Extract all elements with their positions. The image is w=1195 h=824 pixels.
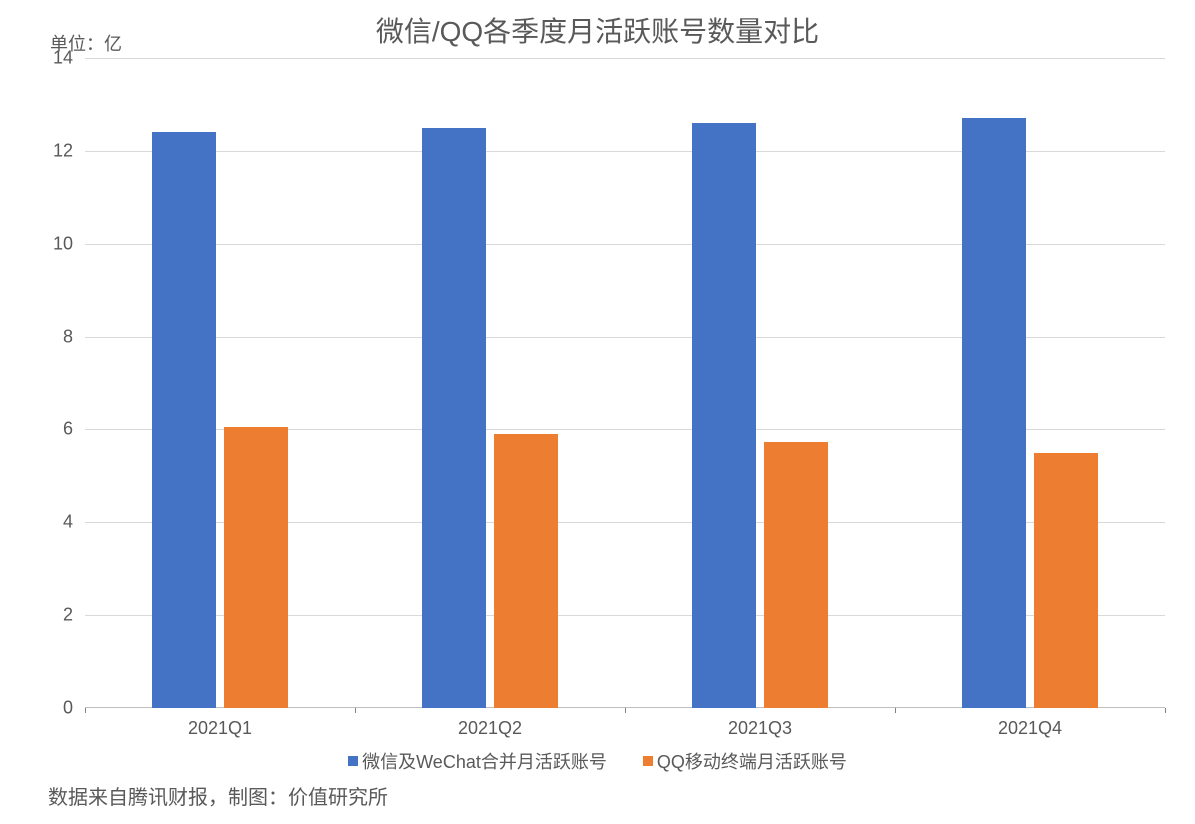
y-tick-label: 0: [63, 698, 73, 719]
x-tick: [895, 708, 896, 713]
bar-series-1: [494, 434, 558, 708]
chart-title: 微信/QQ各季度月活跃账号数量对比: [0, 10, 1195, 50]
legend-label: QQ移动终端月活跃账号: [657, 752, 847, 772]
x-tick: [85, 708, 86, 713]
legend-item: QQ移动终端月活跃账号: [643, 748, 847, 774]
y-tick-label: 12: [53, 140, 73, 161]
y-tick-label: 6: [63, 419, 73, 440]
gridline: [85, 58, 1165, 59]
footer-source-note: 数据来自腾讯财报，制图：价值研究所: [48, 781, 388, 810]
x-tick-label: 2021Q1: [188, 718, 252, 739]
legend-item: 微信及WeChat合并月活跃账号: [348, 748, 607, 774]
x-tick: [1165, 708, 1166, 713]
bar-series-0: [422, 128, 486, 708]
x-tick-label: 2021Q2: [458, 718, 522, 739]
y-tick-label: 8: [63, 326, 73, 347]
bar-series-0: [692, 123, 756, 708]
legend-swatch: [643, 756, 653, 766]
bar-series-1: [1034, 453, 1098, 708]
x-tick-label: 2021Q4: [998, 718, 1062, 739]
y-tick-label: 2: [63, 605, 73, 626]
x-tick-label: 2021Q3: [728, 718, 792, 739]
y-tick-label: 10: [53, 233, 73, 254]
legend-label: 微信及WeChat合并月活跃账号: [362, 752, 607, 772]
legend: 微信及WeChat合并月活跃账号 QQ移动终端月活跃账号: [0, 748, 1195, 774]
bar-series-1: [224, 427, 288, 708]
legend-swatch: [348, 756, 358, 766]
plot-area: 024681012142021Q12021Q22021Q32021Q4: [85, 58, 1165, 708]
bar-series-1: [764, 442, 828, 708]
y-tick-label: 4: [63, 512, 73, 533]
x-tick: [625, 708, 626, 713]
x-tick: [355, 708, 356, 713]
y-tick-label: 14: [53, 48, 73, 69]
bar-series-0: [152, 132, 216, 708]
chart-container: 微信/QQ各季度月活跃账号数量对比 单位：亿 024681012142021Q1…: [0, 0, 1195, 824]
bar-series-0: [962, 118, 1026, 708]
